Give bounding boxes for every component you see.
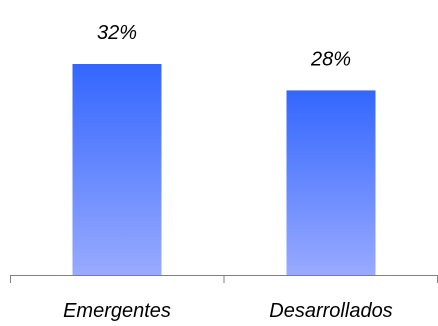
x-tick-label-emergentes: Emergentes	[63, 300, 171, 322]
bar-desarrollados	[286, 90, 376, 276]
x-tick-label-desarrollados: Desarrollados	[269, 300, 392, 322]
data-label-emergentes: 32%	[97, 22, 137, 44]
bar-emergentes	[72, 64, 162, 275]
data-label-desarrollados: 28%	[310, 48, 351, 70]
